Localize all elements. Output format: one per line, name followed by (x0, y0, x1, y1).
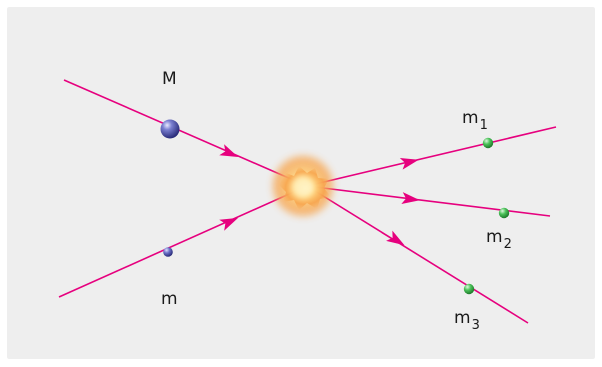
label-product-3: m3 (454, 308, 480, 333)
trajectory-product-3 (306, 185, 529, 324)
arrowhead-icon (386, 230, 405, 246)
burst-icon (269, 152, 337, 220)
collision-diagram: M m m1 m2 m3 (7, 7, 595, 359)
arrowhead-icon (399, 158, 419, 170)
green-sphere-icon (482, 137, 494, 149)
trajectory-product-2 (306, 185, 551, 217)
arrowhead-icon (219, 144, 239, 158)
large-sphere-icon (160, 119, 180, 139)
green-sphere-icon (463, 283, 475, 295)
small-sphere-icon (163, 247, 173, 257)
arrowhead-icon (401, 192, 420, 204)
green-sphere-icon (498, 207, 510, 219)
label-product-2: m2 (486, 227, 512, 252)
label-light: m (161, 289, 178, 309)
trajectory-heavy-incoming (63, 79, 308, 187)
trajectory-product-1 (306, 126, 557, 187)
trajectory-light-incoming (58, 185, 308, 298)
collision-diagram-svg: M m m1 m2 m3 (7, 7, 595, 359)
label-heavy: M (162, 69, 177, 89)
arrowhead-icon (219, 217, 239, 231)
label-product-1: m1 (462, 108, 488, 133)
